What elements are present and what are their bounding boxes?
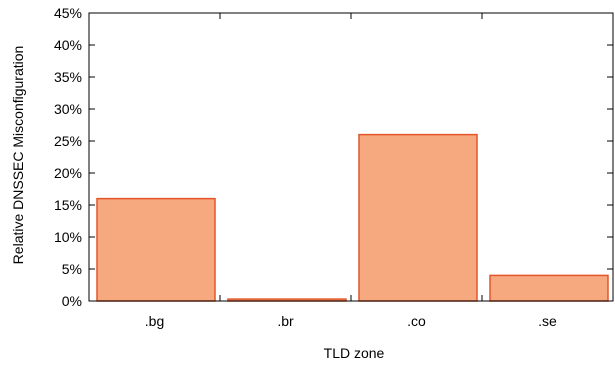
y-tick-label: 25% xyxy=(54,133,82,149)
x-tick-label: .co xyxy=(407,313,426,329)
x-axis-label: TLD zone xyxy=(324,345,385,361)
ticks-layer: 0% 5% 10% 15% 20% 25% 30% 35% 40% 45% .bg .br .co .se xyxy=(54,5,613,329)
bar-bg xyxy=(96,197,216,302)
x-tick-label: .se xyxy=(538,313,557,329)
bar-co xyxy=(358,133,478,302)
y-tick-label: 10% xyxy=(54,229,82,245)
x-tick-label: .br xyxy=(277,313,294,329)
y-tick-label: 30% xyxy=(54,101,82,117)
x-tick-label: .bg xyxy=(145,313,164,329)
y-tick-label: 35% xyxy=(54,69,82,85)
y-tick-label: 0% xyxy=(62,293,82,309)
y-tick-label: 20% xyxy=(54,165,82,181)
bar-se xyxy=(489,274,609,302)
bars-layer xyxy=(96,133,609,302)
y-tick-label: 40% xyxy=(54,37,82,53)
y-axis-label: Relative DNSSEC Misconfiguration xyxy=(10,46,26,265)
y-tick-label: 5% xyxy=(62,261,82,277)
y-tick-label: 15% xyxy=(54,197,82,213)
y-tick-label: 45% xyxy=(54,5,82,21)
